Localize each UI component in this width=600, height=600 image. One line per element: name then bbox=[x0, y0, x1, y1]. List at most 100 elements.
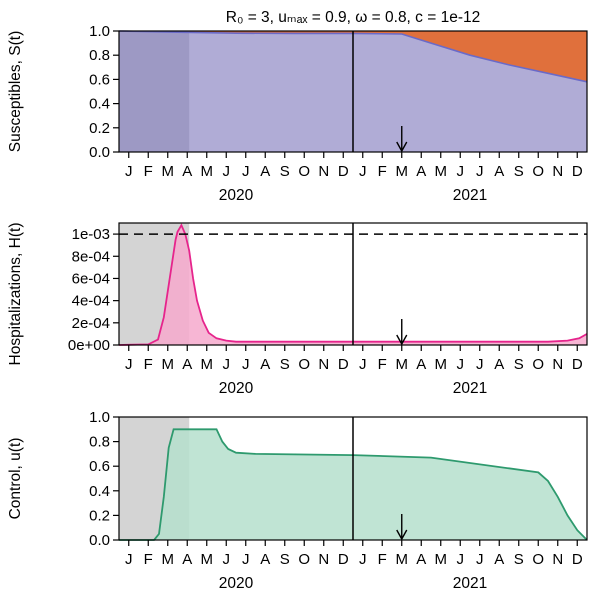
y-tick-label: 0.6 bbox=[89, 458, 110, 475]
y-tick-label: 2e-04 bbox=[72, 315, 110, 332]
x-tick-label: A bbox=[182, 551, 192, 568]
x-tick-label: J bbox=[359, 356, 367, 373]
x-tick-label: J bbox=[457, 163, 465, 180]
plot-frame bbox=[118, 416, 588, 541]
x-tick-label: A bbox=[260, 356, 270, 373]
x-tick-label: D bbox=[572, 163, 583, 180]
x-tick-label: S bbox=[514, 551, 524, 568]
y-tick-label: 0.2 bbox=[89, 120, 110, 137]
y-axis-label: Hospitalizations, H(t) bbox=[7, 223, 24, 366]
x-tick-label: F bbox=[378, 163, 387, 180]
x-tick-label: A bbox=[182, 163, 192, 180]
x-tick-label: M bbox=[435, 356, 448, 373]
y-tick-label: 8e-04 bbox=[72, 248, 110, 265]
plot-frame bbox=[118, 30, 588, 153]
x-tick-label: J bbox=[457, 551, 465, 568]
x-tick-label: J bbox=[223, 163, 231, 180]
x-tick-label: S bbox=[280, 163, 290, 180]
x-tick-label: O bbox=[298, 163, 310, 180]
x-tick-label: D bbox=[338, 551, 349, 568]
x-tick-label: A bbox=[260, 163, 270, 180]
plot-frame bbox=[118, 222, 588, 346]
y-tick-label: 0.2 bbox=[89, 507, 110, 524]
x-tick-label: M bbox=[162, 356, 175, 373]
x-tick-label: A bbox=[416, 551, 426, 568]
y-tick-label: 0e+00 bbox=[68, 337, 110, 354]
x-tick-label: J bbox=[125, 356, 133, 373]
x-tick-label: M bbox=[396, 551, 409, 568]
y-tick-label: 0.0 bbox=[89, 532, 110, 549]
x-tick-label: M bbox=[162, 163, 175, 180]
control-line bbox=[119, 428, 588, 541]
y-tick-label: 4e-04 bbox=[72, 293, 110, 310]
x-tick-label: J bbox=[476, 356, 484, 373]
x-tick-label: S bbox=[280, 551, 290, 568]
y-tick-label: 0.4 bbox=[89, 96, 110, 113]
y-tick-label: 0.8 bbox=[89, 47, 110, 64]
x-tick-label: N bbox=[318, 163, 329, 180]
x-tick-label: M bbox=[435, 551, 448, 568]
x-tick-label: N bbox=[552, 356, 563, 373]
x-tick-label: J bbox=[476, 551, 484, 568]
panel-2: 0e+00 2e-04 4e-04 6e-04 8e-04 1e-03 Hospitaliz… bbox=[7, 222, 588, 397]
x-tick-label: S bbox=[514, 356, 524, 373]
x-tick-label: M bbox=[396, 163, 409, 180]
year-label: 2021 bbox=[453, 187, 487, 204]
x-tick-label: A bbox=[260, 551, 270, 568]
x-tick-label: J bbox=[242, 551, 250, 568]
y-tick-label: 0.8 bbox=[89, 434, 110, 451]
x-tick-label: J bbox=[359, 551, 367, 568]
x-tick-label: M bbox=[396, 356, 409, 373]
x-tick-label: D bbox=[572, 551, 583, 568]
x-tick-label: F bbox=[378, 356, 387, 373]
x-tick-label: M bbox=[201, 163, 214, 180]
susceptible-line bbox=[118, 30, 588, 83]
x-tick-label: M bbox=[201, 356, 214, 373]
x-tick-label: A bbox=[182, 356, 192, 373]
year-label: 2021 bbox=[453, 575, 487, 592]
chart-title: R₀ = 3, uₘₐₓ = 0.9, ω = 0.8, c = 1e-12 bbox=[226, 9, 480, 26]
x-tick-label: M bbox=[162, 551, 175, 568]
x-tick-label: A bbox=[494, 163, 504, 180]
x-tick-label: D bbox=[338, 356, 349, 373]
y-tick-label: 6e-04 bbox=[72, 270, 110, 287]
year-label: 2020 bbox=[219, 187, 254, 204]
x-tick-label: O bbox=[532, 163, 544, 180]
y-tick-label: 0.6 bbox=[89, 71, 110, 88]
year-label: 2020 bbox=[219, 575, 254, 592]
x-tick-label: N bbox=[552, 163, 563, 180]
vaccine-arrow-head bbox=[396, 141, 408, 153]
x-tick-label: F bbox=[378, 551, 387, 568]
x-tick-label: A bbox=[416, 163, 426, 180]
x-tick-label: J bbox=[242, 356, 250, 373]
x-tick-label: F bbox=[144, 551, 153, 568]
y-tick-label: 1.0 bbox=[89, 409, 110, 426]
y-axis-label: Susceptibles, S(t) bbox=[7, 31, 24, 152]
x-tick-label: F bbox=[144, 356, 153, 373]
early-period-shade bbox=[119, 31, 190, 152]
x-tick-label: N bbox=[318, 551, 329, 568]
x-tick-label: S bbox=[514, 163, 524, 180]
x-tick-label: M bbox=[435, 163, 448, 180]
y-tick-label: 1e-03 bbox=[72, 226, 110, 243]
x-tick-label: J bbox=[242, 163, 250, 180]
x-tick-label: J bbox=[457, 356, 465, 373]
x-tick-label: A bbox=[494, 551, 504, 568]
x-tick-label: J bbox=[476, 163, 484, 180]
hospitalization-line bbox=[118, 223, 588, 346]
x-tick-label: A bbox=[494, 356, 504, 373]
x-tick-label: O bbox=[298, 551, 310, 568]
x-tick-label: D bbox=[572, 356, 583, 373]
x-tick-label: M bbox=[201, 551, 214, 568]
y-tick-label: 0.0 bbox=[89, 144, 110, 161]
x-tick-label: D bbox=[338, 163, 349, 180]
x-tick-label: O bbox=[532, 551, 544, 568]
x-tick-label: J bbox=[125, 163, 133, 180]
x-tick-label: J bbox=[125, 551, 133, 568]
vaccine-arrow-head bbox=[396, 529, 408, 541]
x-tick-label: O bbox=[298, 356, 310, 373]
year-label: 2021 bbox=[453, 380, 487, 397]
x-tick-label: S bbox=[280, 356, 290, 373]
